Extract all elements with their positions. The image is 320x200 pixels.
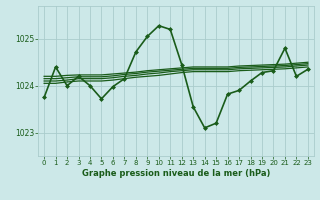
X-axis label: Graphe pression niveau de la mer (hPa): Graphe pression niveau de la mer (hPa) [82,169,270,178]
